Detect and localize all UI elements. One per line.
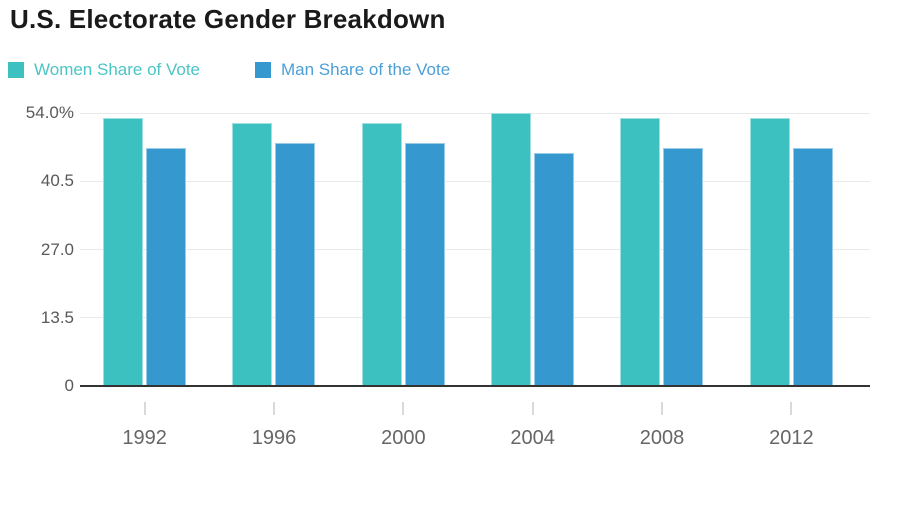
bar-group-1996 (209, 113, 338, 386)
chart-title: U.S. Electorate Gender Breakdown (10, 4, 446, 34)
bar-man-share-of-the-vote-1992 (146, 148, 187, 386)
bars (80, 113, 856, 386)
legend-label: Women Share of Vote (34, 60, 201, 79)
gridline (80, 249, 870, 250)
y-tick-label: 40.5 (40, 171, 74, 191)
x-axis-line (80, 385, 870, 387)
x-tick-mark (531, 402, 534, 415)
gridline (80, 180, 870, 182)
gridline (80, 317, 870, 319)
x-tick-label: 1996 (251, 427, 297, 449)
x-tick-mark (790, 402, 793, 415)
legend-item-women-share-of-vote: Women Share of Vote (8, 60, 200, 80)
x-tick-mark (402, 402, 405, 415)
x-tick-label: 2004 (510, 427, 555, 449)
y-tick-label: 0 (64, 376, 74, 395)
x-tick-mark (273, 402, 275, 415)
bar-women-share-of-vote-1992 (103, 118, 144, 386)
x-tick-label: 2012 (769, 427, 814, 449)
bar-women-share-of-vote-2008 (620, 118, 661, 386)
x-tick-label: 2008 (639, 427, 685, 449)
x-tick-label: 2000 (381, 427, 426, 449)
bar-man-share-of-the-vote-2000 (404, 143, 445, 386)
y-tick-label: 54.0% (25, 103, 74, 122)
bar-group-2004 (468, 113, 597, 386)
bar-group-2012 (727, 113, 856, 386)
y-tick-label: 13.5 (40, 307, 74, 327)
bar-man-share-of-the-vote-2008 (663, 148, 704, 386)
bar-women-share-of-vote-2004 (491, 113, 532, 386)
bar-man-share-of-the-vote-1996 (275, 143, 316, 386)
bar-man-share-of-the-vote-2004 (534, 153, 575, 386)
bar-group-2008 (597, 113, 726, 386)
bar-women-share-of-vote-2000 (361, 123, 402, 386)
bar-man-share-of-the-vote-2012 (792, 148, 833, 386)
bar-group-2000 (339, 113, 468, 386)
legend: Women Share of Vote Man Share of the Vote (8, 60, 450, 80)
plot-area (80, 112, 870, 387)
x-tick-label: 1992 (122, 427, 167, 449)
bar-women-share-of-vote-2012 (749, 118, 790, 386)
legend-item-man-share-of-the-vote: Man Share of the Vote (255, 60, 450, 80)
legend-swatch-icon (255, 62, 272, 78)
bar-women-share-of-vote-1996 (232, 123, 273, 386)
x-tick-mark (661, 402, 663, 415)
x-tick-mark (143, 402, 146, 415)
gridline (80, 112, 870, 114)
legend-swatch-icon (8, 62, 24, 78)
legend-label: Man Share of the Vote (281, 60, 451, 79)
bar-group-1992 (80, 113, 209, 386)
y-tick-label: 27.0 (40, 239, 74, 259)
